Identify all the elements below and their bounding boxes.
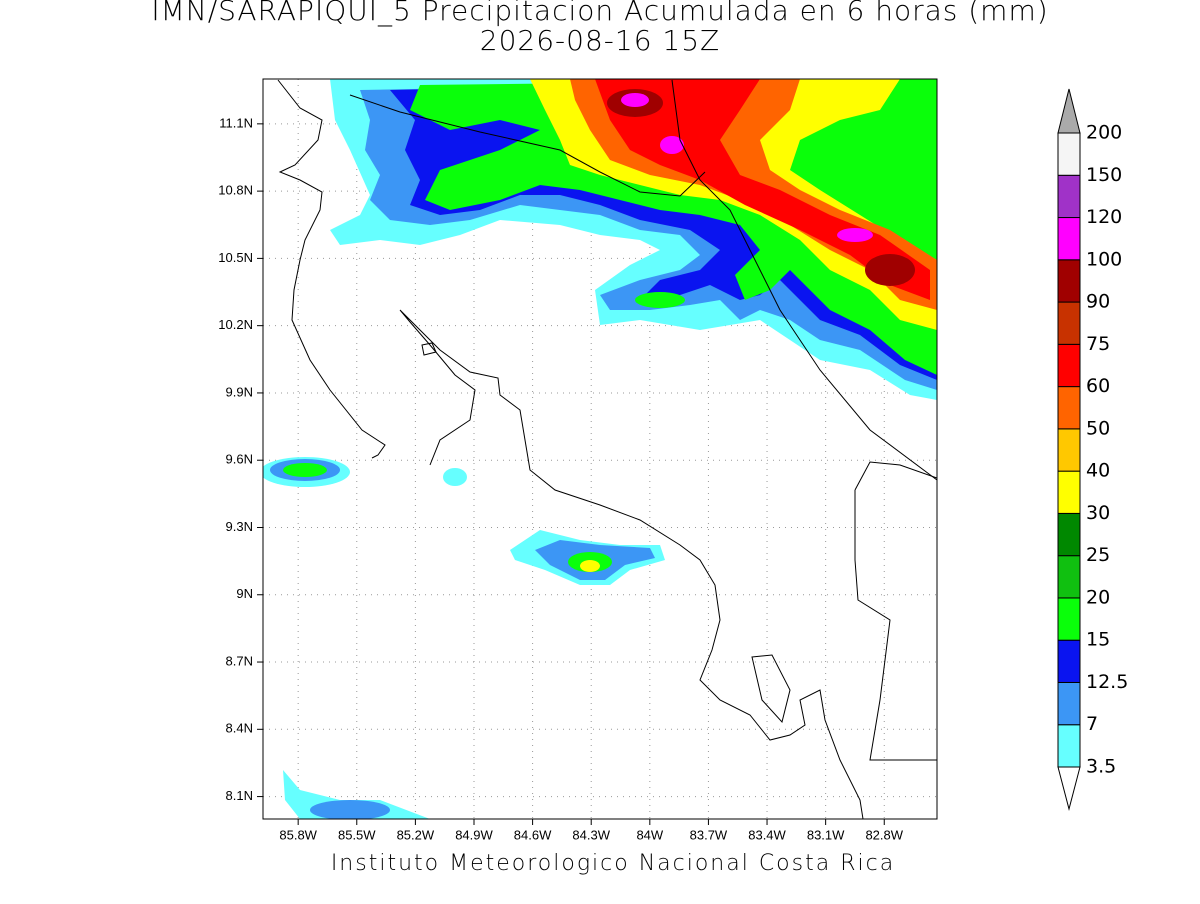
precip-area — [310, 800, 390, 819]
colorbar-label: 120 — [1086, 206, 1122, 228]
precip-area — [410, 79, 937, 375]
colorbar-label: 25 — [1086, 544, 1110, 566]
x-tick-label: 84W — [636, 827, 663, 842]
colorbar-box — [1057, 301, 1081, 345]
y-tick-label: 9.3N — [226, 519, 253, 534]
colorbar-box — [1057, 597, 1081, 641]
precip-area — [283, 463, 327, 477]
colorbar: 3.5 7 12.5 15 20 25 30 40 50 60 75 90 100 120 150 200 — [1057, 88, 1128, 811]
y-tick-label: 9.6N — [226, 452, 253, 467]
x-tick-label: 85.5W — [338, 827, 376, 842]
y-tick-label: 10.2N — [218, 317, 253, 332]
coastline — [421, 342, 437, 356]
x-tick-label: 84.3W — [572, 827, 610, 842]
colorbar-label: 100 — [1086, 248, 1122, 270]
precip-field — [263, 79, 937, 819]
colorbar-box — [1057, 681, 1081, 726]
subtitle: 2026-08-16 15Z — [480, 24, 720, 57]
precip-area — [580, 560, 600, 572]
coastlines — [277, 79, 937, 819]
colorbar-label: 12.5 — [1086, 671, 1128, 693]
y-tick-label: 10.8N — [218, 183, 253, 198]
colorbar-label: 40 — [1086, 460, 1110, 482]
colorbar-box — [1057, 639, 1081, 683]
x-tick-label: 83.1W — [807, 827, 845, 842]
precip-area — [635, 292, 685, 308]
colorbar-box — [1057, 132, 1081, 176]
colorbar-box — [1057, 174, 1081, 219]
precip-area — [865, 254, 915, 286]
precip-area — [443, 468, 467, 486]
x-tick-label: 85.8W — [279, 827, 317, 842]
colorbar-label: 3.5 — [1086, 756, 1116, 778]
x-tick-label: 84.6W — [514, 827, 552, 842]
coastline — [854, 461, 937, 761]
colorbar-box — [1057, 470, 1081, 514]
colorbar-label: 30 — [1086, 502, 1110, 524]
colorbar-label: 200 — [1086, 122, 1122, 144]
credit: Instituto Meteorologico Nacional Costa R… — [331, 851, 895, 876]
y-tick-label: 10.5N — [218, 250, 253, 265]
precip-area — [660, 136, 684, 154]
y-tick-label: 9N — [236, 586, 253, 601]
x-tick-label: 83.7W — [690, 827, 728, 842]
y-tick-label: 11.1N — [219, 115, 253, 130]
colorbar-label: 60 — [1086, 375, 1110, 397]
y-tick-label: 8.1N — [226, 788, 253, 803]
colorbar-label: 90 — [1086, 291, 1110, 313]
colorbar-box — [1057, 724, 1081, 768]
precip-area — [621, 93, 649, 107]
colorbar-label: 20 — [1086, 586, 1110, 608]
colorbar-label: 150 — [1086, 164, 1122, 186]
colorbar-box — [1057, 343, 1081, 388]
map-frame — [262, 78, 938, 820]
x-tick-label: 85.2W — [397, 827, 435, 842]
x-tick-label: 83.4W — [748, 827, 786, 842]
colorbar-box — [1057, 217, 1081, 261]
coastline — [751, 654, 791, 724]
colorbar-label: 15 — [1086, 629, 1110, 651]
x-tick-label: 84.9W — [455, 827, 493, 842]
title: IMN/SARAPIQUI_5 Precipitacion Acumulada … — [151, 0, 1048, 28]
colorbar-label: 75 — [1086, 333, 1110, 355]
colorbar-box — [1057, 428, 1081, 472]
colorbar-box — [1057, 259, 1081, 303]
coastline — [399, 309, 864, 819]
precip-area — [837, 228, 873, 242]
colorbar-extend-low — [1057, 766, 1081, 811]
y-tick-label: 8.4N — [226, 721, 253, 736]
border — [349, 94, 706, 197]
coastline — [277, 79, 386, 459]
colorbar-label: 50 — [1086, 417, 1110, 439]
y-tick-label: 9.9N — [226, 384, 253, 399]
y-tick-label: 8.7N — [226, 653, 253, 668]
coastline — [671, 79, 937, 481]
colorbar-extend-high — [1057, 88, 1081, 134]
colorbar-box — [1057, 386, 1081, 430]
x-tick-label: 82.8W — [865, 827, 903, 842]
colorbar-box — [1057, 512, 1081, 557]
colorbar-box — [1057, 555, 1081, 599]
colorbar-label: 7 — [1086, 713, 1098, 735]
